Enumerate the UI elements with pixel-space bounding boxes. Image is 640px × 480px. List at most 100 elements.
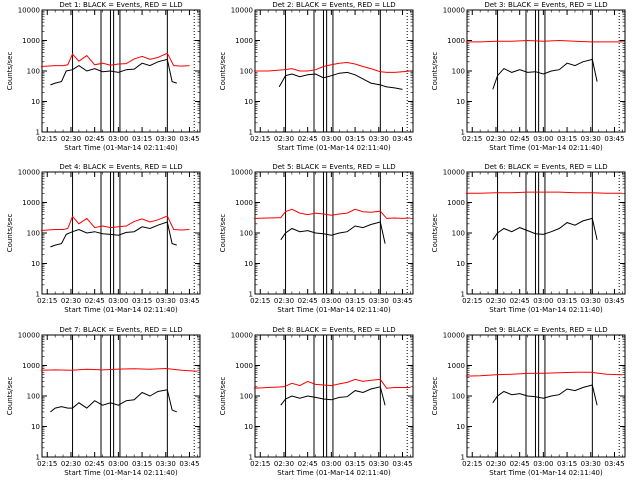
- y-tick-label: 1: [461, 454, 465, 462]
- y-tick-label: 10: [456, 98, 465, 106]
- series-line-events: [280, 221, 386, 244]
- x-tick-label: 02:45: [85, 297, 105, 305]
- series-line-events: [492, 384, 598, 406]
- x-axis-label: Start Time (01-Mar-14 02:11:40): [64, 469, 178, 477]
- y-tick-label: 100: [240, 393, 253, 401]
- x-tick-label: 02:30: [274, 460, 294, 468]
- x-tick-label: 02:15: [250, 460, 270, 468]
- y-tick-label: 10: [456, 260, 465, 268]
- chart-title: Det 7: BLACK = Events, RED = LLD: [59, 326, 182, 334]
- x-tick-label: 02:45: [510, 135, 530, 143]
- detector-panel-3: Det 3: BLACK = Events, RED = LLD 1 10 100 10…: [431, 1, 626, 152]
- series-line-lld: [465, 39, 623, 43]
- y-axis-label: Counts/sec: [6, 377, 14, 416]
- x-tick-label: 03:15: [345, 460, 365, 468]
- y-tick-label: 100: [27, 393, 40, 401]
- y-tick-label: 10: [31, 260, 40, 268]
- plot-frame: [41, 171, 201, 295]
- y-tick-label: 10000: [443, 7, 465, 15]
- x-tick-label: 02:45: [298, 135, 318, 143]
- y-tick-label: 1: [36, 291, 40, 299]
- y-tick-label: 10000: [443, 169, 465, 177]
- x-tick-label: 02:45: [85, 135, 105, 143]
- detector-panel-2: Det 2: BLACK = Events, RED = LLD 1 10 100 10…: [219, 1, 414, 152]
- y-tick-label: 100: [452, 393, 465, 401]
- x-tick-label: 03:00: [533, 460, 553, 468]
- y-tick-label: 10000: [18, 169, 40, 177]
- series-line-lld: [465, 371, 623, 377]
- series-line-lld: [40, 367, 198, 372]
- x-tick-label: 03:45: [392, 460, 412, 468]
- x-tick-label: 03:15: [132, 135, 152, 143]
- x-tick-label: 03:30: [369, 460, 389, 468]
- x-tick-label: 02:30: [61, 135, 81, 143]
- x-tick-label: 02:30: [486, 135, 506, 143]
- x-tick-label: 03:30: [581, 460, 601, 468]
- x-axis-label: Start Time (01-Mar-14 02:11:40): [489, 469, 603, 477]
- x-tick-label: 03:45: [179, 297, 199, 305]
- x-tick-label: 03:00: [533, 135, 553, 143]
- y-tick-label: 10000: [231, 7, 253, 15]
- plot-frame: [254, 334, 414, 458]
- y-tick-label: 1000: [447, 199, 465, 207]
- x-tick-label: 02:15: [250, 135, 270, 143]
- x-tick-label: 03:00: [533, 297, 553, 305]
- y-tick-label: 100: [240, 230, 253, 238]
- y-tick-label: 1000: [22, 199, 40, 207]
- x-tick-label: 02:45: [298, 460, 318, 468]
- x-tick-label: 02:45: [510, 460, 530, 468]
- detector-panel-8: Det 8: BLACK = Events, RED = LLD 1 10 100 10…: [219, 326, 414, 477]
- y-axis-label: Counts/sec: [219, 377, 227, 416]
- x-tick-label: 03:30: [156, 297, 176, 305]
- x-tick-label: 03:30: [156, 135, 176, 143]
- x-tick-label: 02:30: [61, 297, 81, 305]
- chart-title: Det 4: BLACK = Events, RED = LLD: [59, 163, 182, 171]
- chart-title: Det 5: BLACK = Events, RED = LLD: [272, 163, 395, 171]
- x-tick-label: 03:00: [321, 297, 341, 305]
- y-tick-label: 1000: [22, 362, 40, 370]
- y-tick-label: 1: [249, 454, 253, 462]
- x-tick-label: 03:45: [179, 460, 199, 468]
- x-tick-label: 02:15: [37, 460, 57, 468]
- x-tick-label: 02:15: [462, 297, 482, 305]
- x-axis-label: Start Time (01-Mar-14 02:11:40): [64, 144, 178, 152]
- y-tick-label: 10000: [443, 332, 465, 340]
- x-tick-label: 02:45: [298, 297, 318, 305]
- x-tick-label: 03:15: [557, 297, 577, 305]
- y-axis-label: Counts/sec: [219, 214, 227, 253]
- series-line-lld: [465, 191, 623, 194]
- series-line-lld: [40, 215, 190, 232]
- x-tick-label: 03:00: [321, 460, 341, 468]
- x-tick-label: 03:30: [369, 297, 389, 305]
- series-line-events: [50, 221, 177, 248]
- chart-title: Det 9: BLACK = Events, RED = LLD: [484, 326, 607, 334]
- y-tick-label: 1000: [235, 199, 253, 207]
- x-tick-label: 02:30: [274, 135, 294, 143]
- y-tick-label: 100: [27, 68, 40, 76]
- x-tick-label: 03:00: [321, 135, 341, 143]
- y-tick-label: 10000: [18, 332, 40, 340]
- x-tick-label: 03:15: [345, 135, 365, 143]
- x-axis-label: Start Time (01-Mar-14 02:11:40): [489, 144, 603, 152]
- y-tick-label: 10000: [231, 332, 253, 340]
- x-tick-label: 03:00: [108, 460, 128, 468]
- plot-frame: [466, 9, 626, 133]
- chart-title: Det 8: BLACK = Events, RED = LLD: [272, 326, 395, 334]
- y-tick-label: 1000: [447, 362, 465, 370]
- x-tick-label: 02:45: [510, 297, 530, 305]
- y-tick-label: 100: [240, 68, 253, 76]
- plot-frame: [254, 171, 414, 295]
- x-tick-label: 02:15: [462, 135, 482, 143]
- y-axis-label: Counts/sec: [431, 52, 439, 91]
- detector-panel-5: Det 5: BLACK = Events, RED = LLD 1 10 100 10…: [219, 163, 414, 314]
- series-line-events: [492, 217, 598, 241]
- y-axis-label: Counts/sec: [219, 52, 227, 91]
- x-axis-label: Start Time (01-Mar-14 02:11:40): [277, 469, 391, 477]
- x-axis-label: Start Time (01-Mar-14 02:11:40): [277, 144, 391, 152]
- y-tick-label: 1: [36, 129, 40, 137]
- y-axis-label: Counts/sec: [6, 214, 14, 253]
- chart-title: Det 6: BLACK = Events, RED = LLD: [484, 163, 607, 171]
- y-tick-label: 1000: [447, 37, 465, 45]
- x-tick-label: 03:30: [581, 135, 601, 143]
